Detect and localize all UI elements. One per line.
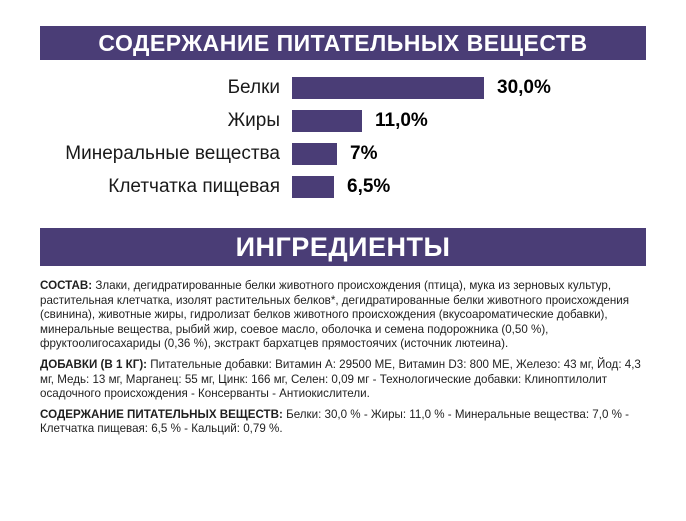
ingredients-header-banner: ИНГРЕДИЕНТЫ xyxy=(40,228,646,266)
composition-text: Злаки, дегидратированные белки животного… xyxy=(40,279,629,351)
nutrient-summary-text: Белки: 30,0 % - Жиры: 11,0 % - Минеральн… xyxy=(40,407,630,436)
composition-paragraph: СОСТАВ: Злаки, дегидратированные белки ж… xyxy=(40,279,648,352)
chart-value-label: 6,5% xyxy=(347,175,391,197)
additives-text: Питательные добавки: Витамин A: 29500 МЕ… xyxy=(40,357,641,401)
chart-bar xyxy=(292,142,337,165)
chart-category-label: Минеральные вещества xyxy=(65,142,280,164)
ingredients-text-block: СОСТАВ: Злаки, дегидратированные белки ж… xyxy=(40,279,648,437)
chart-category-label: Белки xyxy=(227,76,280,98)
additives-paragraph: ДОБАВКИ (В 1 КГ): Питательные добавки: В… xyxy=(40,358,648,402)
chart-bar xyxy=(292,109,362,132)
chart-value-label: 11,0% xyxy=(375,109,428,131)
chart-value-label: 7% xyxy=(350,142,378,164)
nutrients-header-title: СОДЕРЖАНИЕ ПИТАТЕЛЬНЫХ ВЕЩЕСТВ xyxy=(98,29,588,56)
chart-value-label: 30,0% xyxy=(497,76,551,98)
nutrient-summary-label: СОДЕРЖАНИЕ ПИТАТЕЛЬНЫХ ВЕЩЕСТВ: xyxy=(40,407,283,421)
composition-label: СОСТАВ: xyxy=(40,279,93,292)
nutrient-summary-paragraph: СОДЕРЖАНИЕ ПИТАТЕЛЬНЫХ ВЕЩЕСТВ: Белки: 3… xyxy=(40,408,648,437)
chart-row: Жиры 11,0% xyxy=(0,109,646,132)
additives-label: ДОБАВКИ (В 1 КГ): xyxy=(40,357,148,371)
chart-row: Минеральные вещества 7% xyxy=(0,142,646,165)
chart-category-label: Жиры xyxy=(227,109,280,131)
bar-chart: Белки 30,0% Жиры 11,0% Минеральные вещества 7… xyxy=(0,76,646,198)
chart-bar xyxy=(292,76,484,99)
chart-row: Белки 30,0% xyxy=(0,76,646,99)
chart-bar xyxy=(292,175,334,198)
chart-row: Клетчатка пищевая 6,5% xyxy=(0,175,646,198)
chart-category-label: Клетчатка пищевая xyxy=(108,175,280,197)
nutrients-header-banner: СОДЕРЖАНИЕ ПИТАТЕЛЬНЫХ ВЕЩЕСТВ xyxy=(40,26,646,60)
ingredients-header-title: ИНГРЕДИЕНТЫ xyxy=(235,231,451,262)
